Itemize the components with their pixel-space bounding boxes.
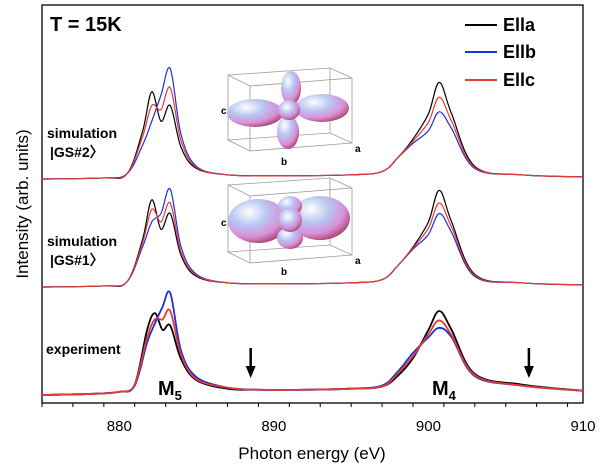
lobe-center <box>278 208 302 232</box>
legend-label-ellb: Ellb <box>503 42 536 62</box>
orbital-inset-gs2: c b a <box>221 67 361 168</box>
x-tick-label: 890 <box>261 418 286 435</box>
orbital-lobes-gs2 <box>227 71 349 149</box>
orbital-lobes-gs1 <box>228 196 350 249</box>
legend: Ella Ellb Ellc <box>465 15 536 90</box>
edge-label-m5: M5 <box>158 378 182 403</box>
panel-label-experiment: experiment <box>46 341 121 357</box>
lobe-center <box>278 100 300 120</box>
arrow-markers <box>245 348 534 378</box>
panel-label-gs1-line2: |GS#1〉 <box>50 252 104 268</box>
series-line-panel0-ellc <box>42 308 583 396</box>
edge-label-m4: M4 <box>432 378 457 403</box>
series-line-panel1-ellc <box>42 201 583 288</box>
x-axis-ticks: 880 890 900 910 <box>41 403 596 435</box>
legend-label-ella: Ella <box>503 15 536 35</box>
plot-frame <box>41 4 584 404</box>
series-line-panel2-ellb <box>42 67 583 180</box>
series-line-panel2-ellc <box>42 86 583 180</box>
lobe-left <box>227 99 283 127</box>
lobe-top <box>281 71 301 105</box>
panel-label-gs1-line1: simulation <box>47 233 117 249</box>
lobe-left <box>228 199 288 243</box>
arrow-marker-2 <box>523 348 534 378</box>
lobe-bottom <box>277 227 303 249</box>
legend-label-ellc: Ellc <box>503 70 535 90</box>
inset-axis-c-gs2: c <box>221 106 227 117</box>
x-tick-label: 900 <box>416 418 441 435</box>
inset-axis-b-gs1: b <box>281 267 287 278</box>
inset-axis-a-gs1: a <box>355 256 361 267</box>
y-axis-title: Intensity (arb. units) <box>13 129 32 278</box>
lobe-right <box>295 94 349 122</box>
lobe-bottom <box>277 115 299 149</box>
inset-axis-c-gs1: c <box>221 218 227 229</box>
orbital-inset-gs1: c b a <box>221 177 361 278</box>
series-line-panel0-ellb <box>42 290 583 396</box>
chart-title: T = 15K <box>50 14 122 36</box>
arrow-marker-1 <box>245 348 256 378</box>
x-tick-label: 880 <box>107 418 132 435</box>
x-axis-title: Photon energy (eV) <box>238 444 385 463</box>
panel-label-gs2-line1: simulation <box>47 125 117 141</box>
inset-axis-a-gs2: a <box>355 144 361 155</box>
inset-axis-b-gs2: b <box>281 157 287 168</box>
panel-label-gs2-line2: |GS#2〉 <box>50 144 104 160</box>
lobe-right <box>290 196 350 240</box>
series-layer <box>42 67 583 396</box>
x-tick-label: 910 <box>570 418 595 435</box>
